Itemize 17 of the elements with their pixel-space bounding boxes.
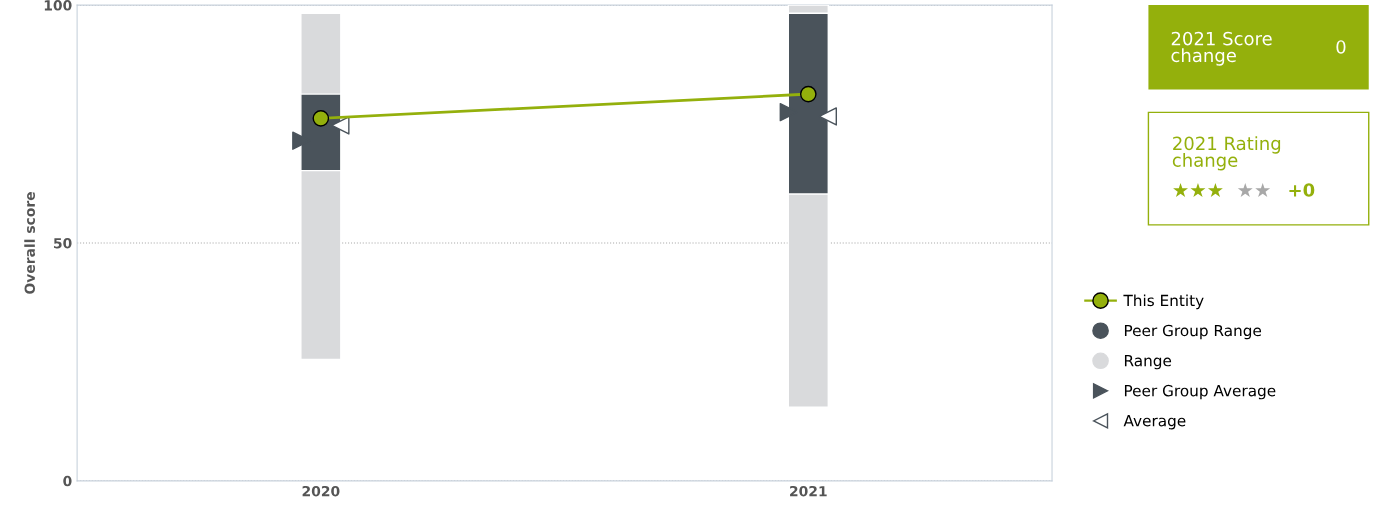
legend-label: This Entity bbox=[1123, 294, 1204, 310]
text: 2021 Rating change bbox=[1172, 136, 1281, 171]
y-axis-title: Overall score bbox=[24, 192, 36, 294]
text: +0 bbox=[1289, 183, 1315, 197]
text: 0 bbox=[1336, 40, 1346, 54]
legend-label: Range bbox=[1124, 354, 1172, 370]
legend-label: Average bbox=[1123, 415, 1186, 430]
legend-label: Peer Group Range bbox=[1124, 324, 1262, 340]
text: 2021 Score change bbox=[1171, 31, 1272, 66]
y-tick-label: 100 bbox=[44, 0, 72, 11]
text: ★★ bbox=[1237, 182, 1271, 198]
legend-label: Peer Group Average bbox=[1124, 384, 1276, 400]
x-tick-label: 2020 bbox=[302, 485, 340, 497]
text: ★★★ bbox=[1173, 182, 1223, 198]
y-tick-label: 50 bbox=[54, 237, 72, 249]
y-tick-label: 0 bbox=[63, 475, 72, 487]
x-tick-label: 2021 bbox=[790, 485, 827, 497]
